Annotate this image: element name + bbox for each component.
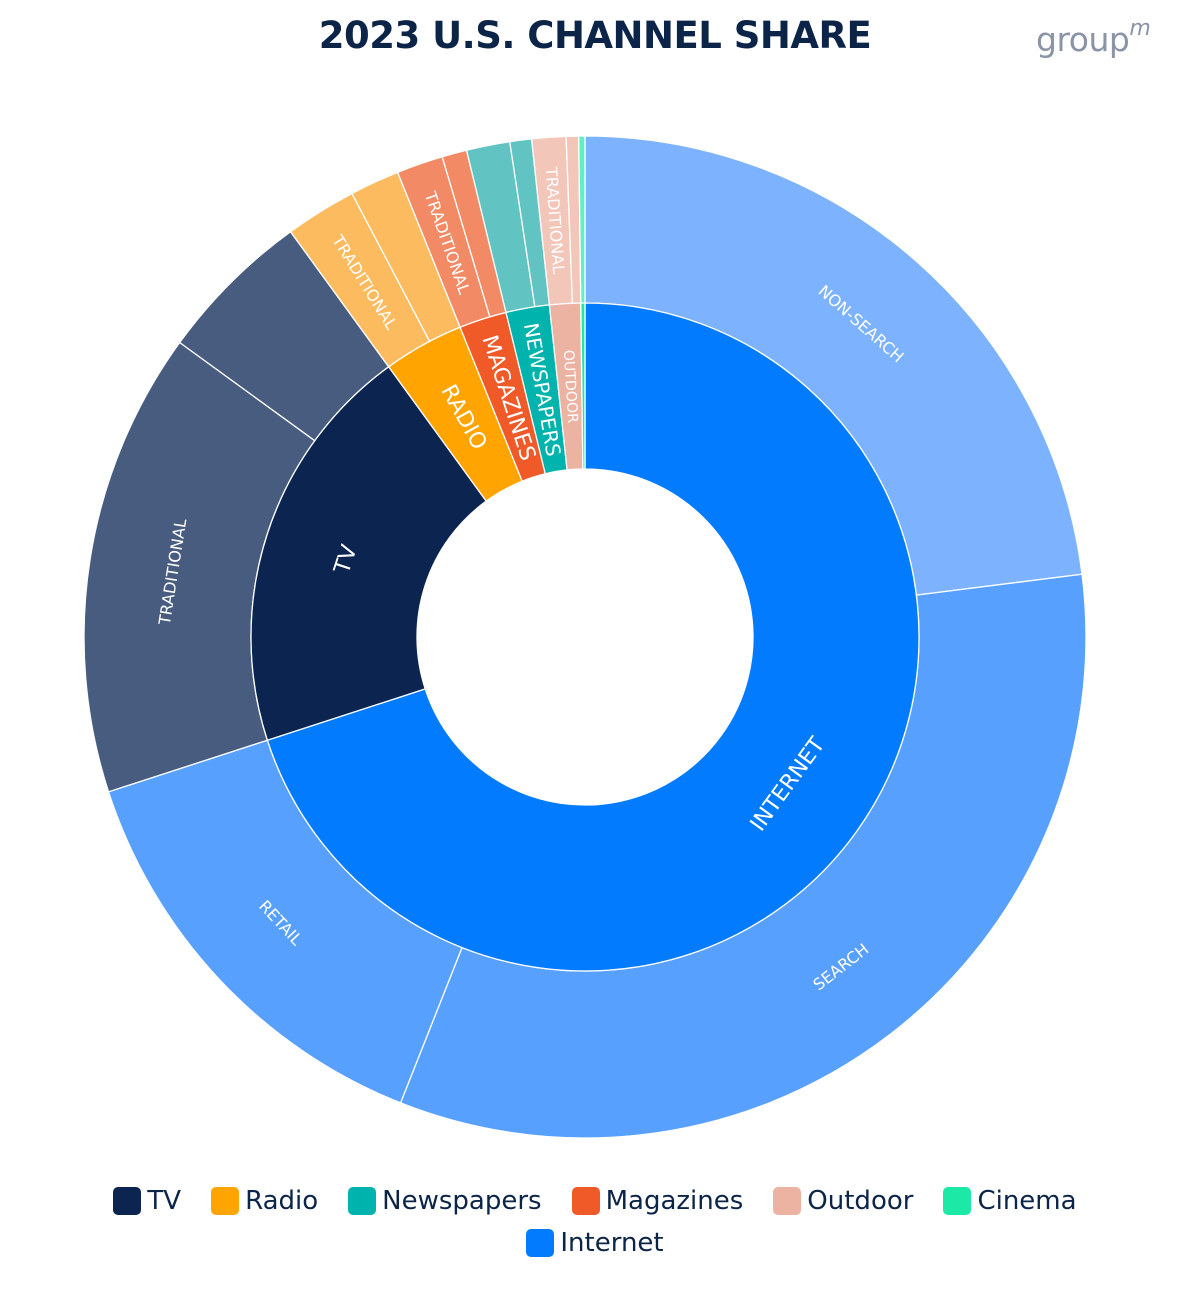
legend-label-cinema: Cinema (977, 1186, 1077, 1216)
legend-item-cinema: Cinema (943, 1186, 1077, 1216)
legend-item-magazines: Magazines (571, 1186, 744, 1216)
legend-swatch-newspapers (348, 1187, 377, 1215)
legend-item-outdoor: Outdoor (773, 1186, 913, 1216)
legend-label-newspapers: Newspapers (382, 1186, 542, 1216)
legend-swatch-tv (113, 1187, 142, 1215)
legend-label-outdoor: Outdoor (807, 1186, 914, 1216)
legend-item-radio: Radio (211, 1186, 318, 1216)
inner-segment-tv-tv-1 (250, 365, 488, 742)
legend-swatch-internet (526, 1229, 555, 1257)
legend-swatch-cinema (943, 1187, 972, 1215)
chart-title: 2023 U.S. CHANNEL SHARE (318, 14, 872, 57)
legend-label-internet: Internet (560, 1228, 664, 1258)
legend-item-tv: TV (113, 1186, 181, 1216)
legend-label-magazines: Magazines (605, 1186, 744, 1216)
legend-swatch-magazines (571, 1187, 600, 1215)
legend-swatch-outdoor (773, 1187, 802, 1215)
legend-swatch-radio (211, 1187, 240, 1215)
legend-label-radio: Radio (245, 1186, 319, 1216)
groupm-logo: groupm (1036, 16, 1151, 59)
inner-label-outdoor-5: OUTDOOR (560, 349, 580, 423)
sunburst-chart: NON-SEARCHSEARCHRETAILTRADITIONALTRADITI… (83, 135, 1087, 1139)
outer-ring (83, 135, 1087, 1139)
chart-legend: TV Radio Newspapers Magazines Outdoor Cinema I… (40, 1186, 1150, 1258)
inner-segment-cinema-part-6 (580, 302, 586, 470)
legend-item-newspapers: Newspapers (348, 1186, 542, 1216)
legend-label-tv: TV (147, 1186, 182, 1216)
inner-ring (250, 302, 920, 972)
logo-text: group (1036, 20, 1130, 59)
inner-segment-internet-internet-0 (266, 302, 920, 972)
legend-item-internet: Internet (526, 1228, 664, 1258)
logo-suffix: m (1129, 16, 1151, 41)
